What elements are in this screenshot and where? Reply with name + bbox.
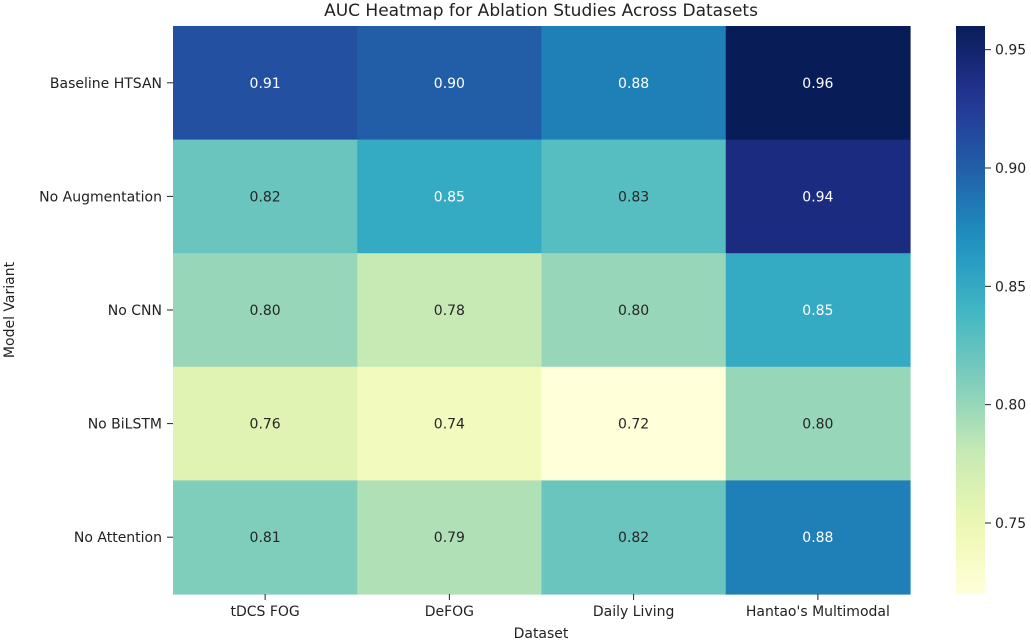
cell-value-label: 0.81 bbox=[250, 530, 281, 546]
heatmap-cell bbox=[173, 139, 358, 254]
heatmap-cell bbox=[357, 139, 543, 254]
cell-value-label: 0.96 bbox=[802, 76, 833, 92]
cell-value-label: 0.80 bbox=[618, 303, 649, 319]
colorbar-tick-label: 0.75 bbox=[995, 516, 1026, 532]
row-label: No BiLSTM bbox=[88, 417, 162, 433]
cell-value-label: 0.80 bbox=[802, 417, 833, 433]
cell-value-label: 0.85 bbox=[434, 189, 465, 205]
heatmap-cell bbox=[541, 253, 727, 368]
colorbar-tick-label: 0.85 bbox=[995, 279, 1026, 295]
column-labels: tDCS FOG DeFOG Daily Living Hantao's Multim… bbox=[230, 594, 890, 620]
colorbar-tick-label: 0.95 bbox=[995, 43, 1026, 59]
column-label: Daily Living bbox=[593, 604, 675, 620]
cell-value-label: 0.72 bbox=[618, 417, 649, 433]
heatmap-cell bbox=[541, 366, 727, 481]
row-label: No CNN bbox=[108, 303, 162, 319]
heatmap-cell bbox=[173, 366, 358, 481]
y-axis-label: Model Variant bbox=[2, 261, 18, 358]
cell-value-label: 0.80 bbox=[250, 303, 281, 319]
colorbar-tick-label: 0.90 bbox=[995, 161, 1026, 177]
column-label: tDCS FOG bbox=[230, 604, 299, 620]
cell-value-label: 0.82 bbox=[250, 189, 281, 205]
heatmap-cell bbox=[173, 253, 358, 368]
heatmap-cells: 0.91 0.90 0.88 0.96 0.82 0.85 0.83 0.94 0.80 0.78… bbox=[173, 26, 911, 595]
heatmap-cell bbox=[541, 480, 727, 595]
heatmap-cell bbox=[173, 26, 358, 141]
cell-value-label: 0.94 bbox=[802, 189, 833, 205]
heatmap-cell bbox=[725, 26, 911, 141]
column-label: Hantao's Multimodal bbox=[746, 604, 890, 620]
cell-value-label: 0.76 bbox=[250, 417, 281, 433]
column-label: DeFOG bbox=[425, 604, 474, 620]
heatmap-cell bbox=[725, 139, 911, 254]
cell-value-label: 0.90 bbox=[434, 76, 465, 92]
heatmap-cell bbox=[725, 480, 911, 595]
cell-value-label: 0.88 bbox=[618, 76, 649, 92]
cell-value-label: 0.79 bbox=[434, 530, 465, 546]
heatmap-cell bbox=[173, 480, 358, 595]
colorbar bbox=[956, 26, 985, 594]
x-axis-label: Dataset bbox=[514, 626, 569, 641]
row-label: No Augmentation bbox=[39, 189, 162, 205]
heatmap-cell bbox=[357, 253, 543, 368]
heatmap-cell bbox=[357, 366, 543, 481]
cell-value-label: 0.74 bbox=[434, 417, 465, 433]
heatmap-cell bbox=[725, 253, 911, 368]
row-label: No Attention bbox=[74, 530, 162, 546]
row-labels: Baseline HTSAN No Augmentation No CNN No Bi… bbox=[39, 76, 173, 546]
cell-value-label: 0.82 bbox=[618, 530, 649, 546]
cell-value-label: 0.83 bbox=[618, 189, 649, 205]
colorbar-ticks: 0.75 0.80 0.85 0.90 0.95 bbox=[985, 43, 1026, 532]
cell-value-label: 0.78 bbox=[434, 303, 465, 319]
heatmap-cell bbox=[357, 26, 543, 141]
heatmap-cell bbox=[541, 139, 727, 254]
chart-title: AUC Heatmap for Ablation Studies Across … bbox=[324, 1, 758, 21]
row-label: Baseline HTSAN bbox=[50, 76, 162, 92]
cell-value-label: 0.91 bbox=[250, 76, 281, 92]
colorbar-tick-label: 0.80 bbox=[995, 398, 1026, 414]
cell-value-label: 0.85 bbox=[802, 303, 833, 319]
heatmap-cell bbox=[357, 480, 543, 595]
heatmap-cell bbox=[541, 26, 727, 141]
cell-value-label: 0.88 bbox=[802, 530, 833, 546]
heatmap-cell bbox=[725, 366, 911, 481]
